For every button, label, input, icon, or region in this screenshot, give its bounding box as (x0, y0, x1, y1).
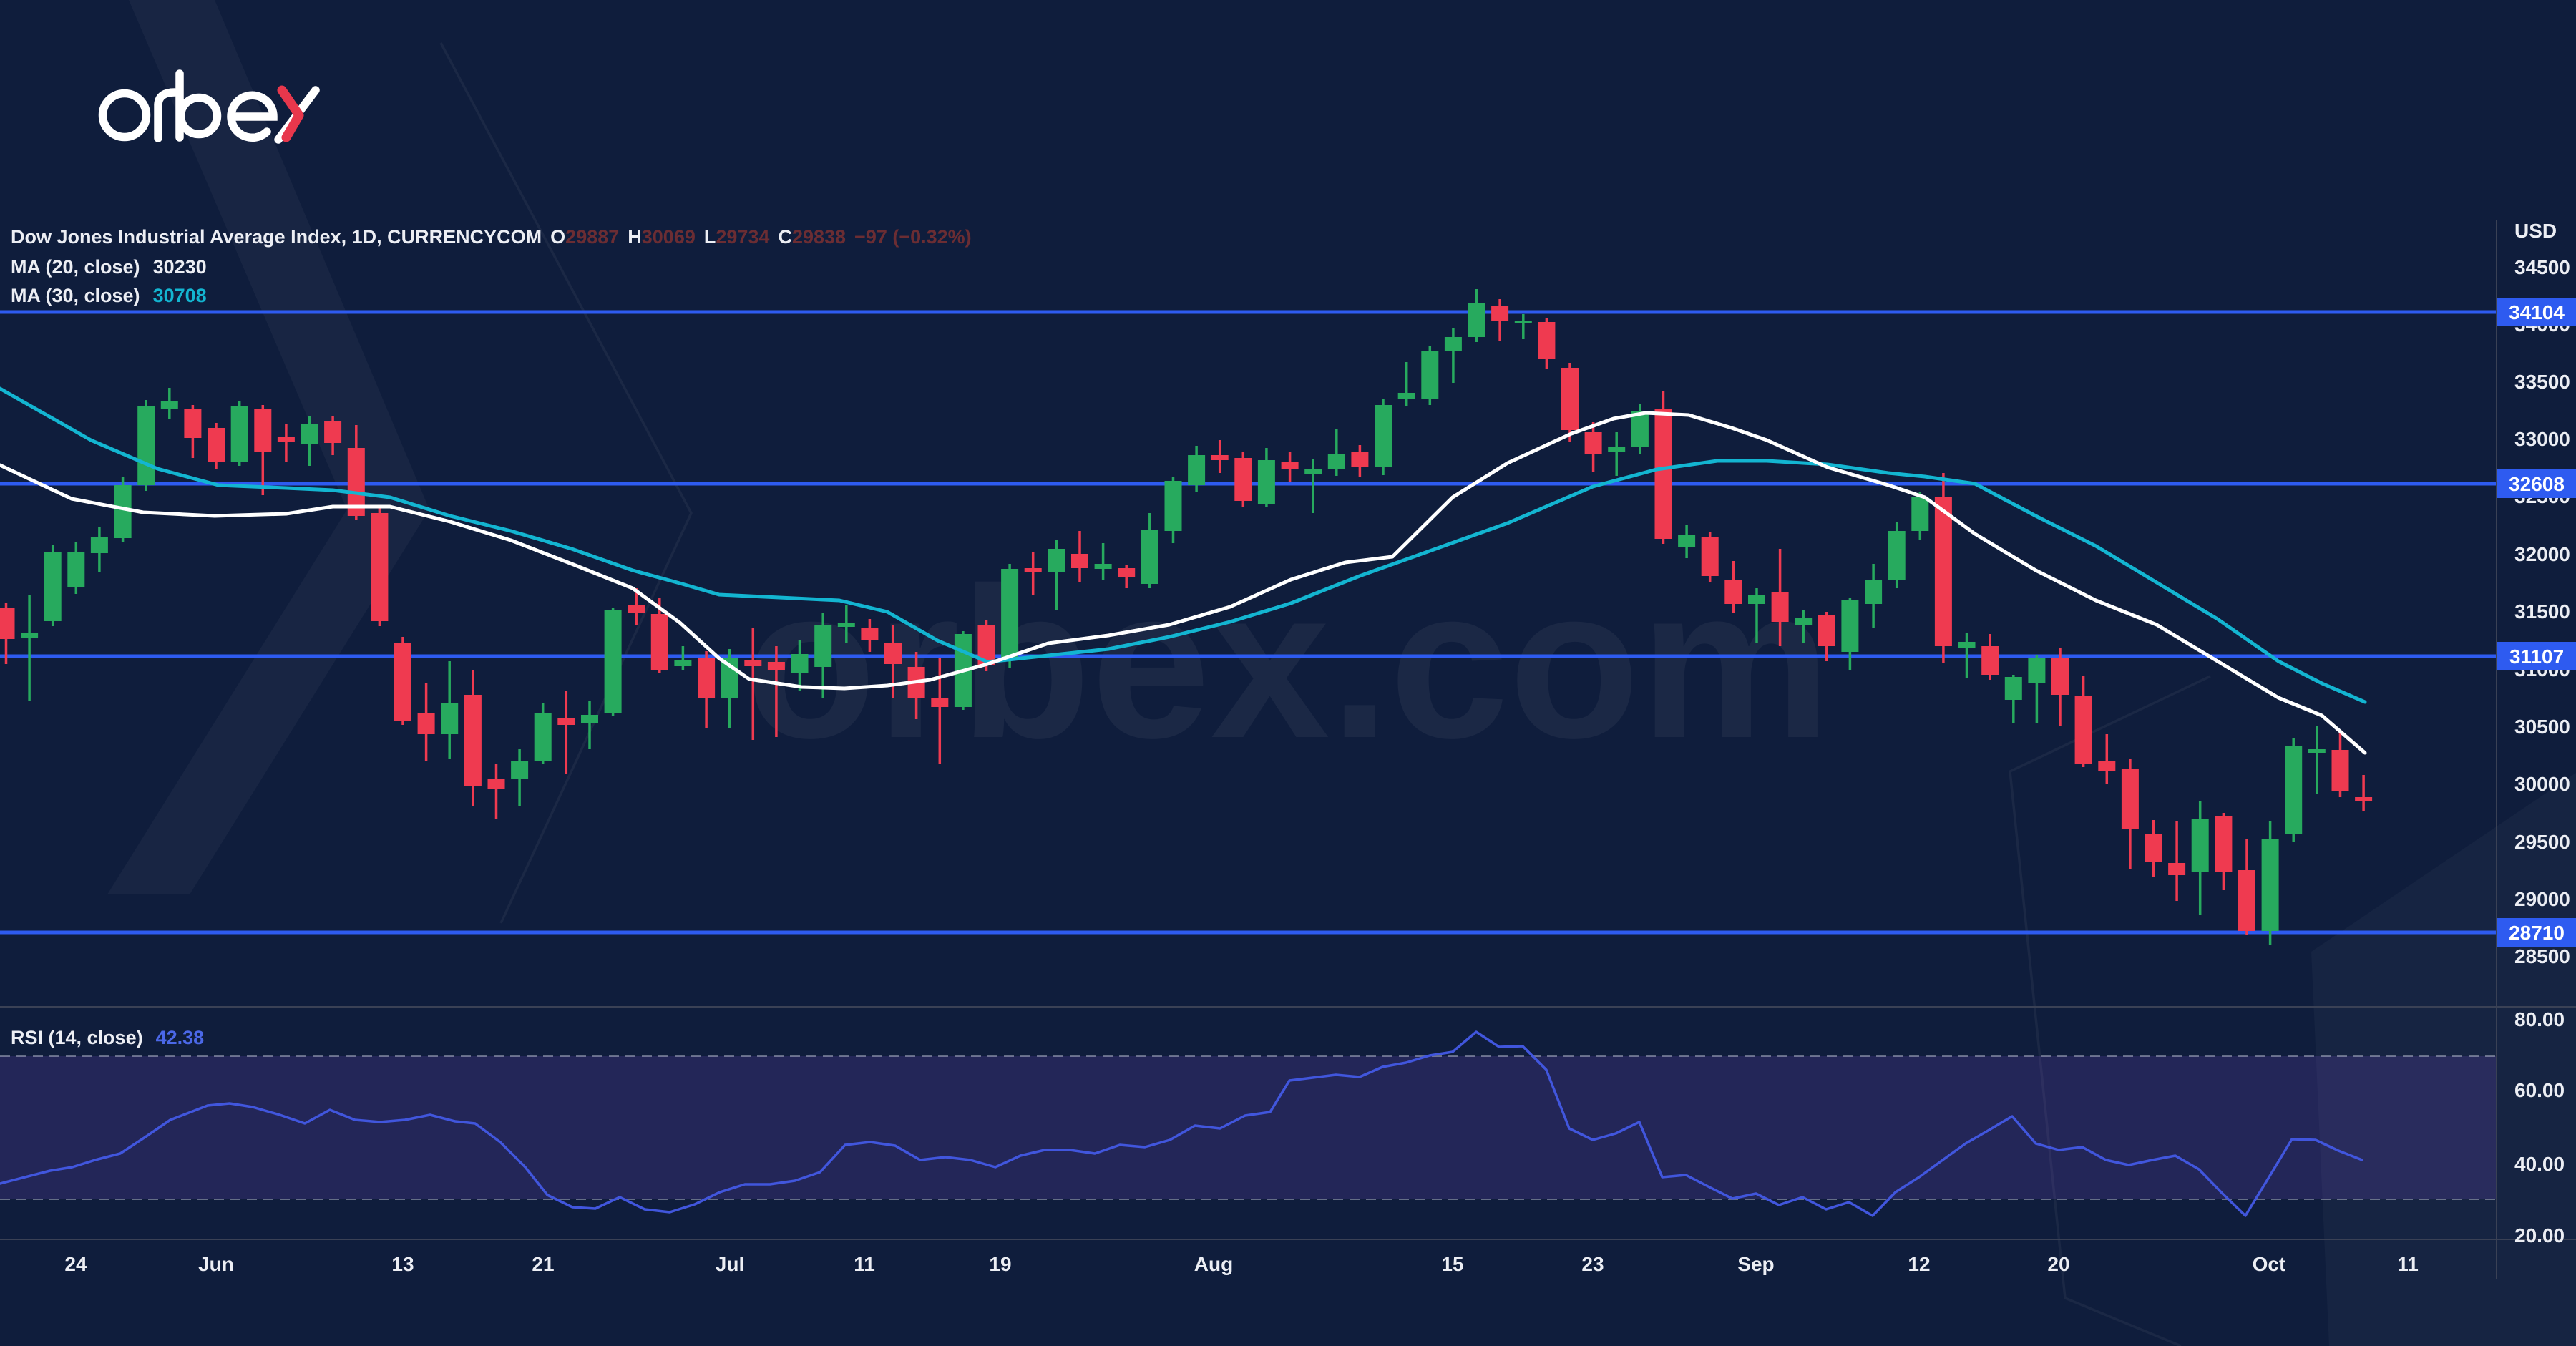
svg-text:19: 19 (989, 1253, 1011, 1275)
svg-text:31500: 31500 (2514, 600, 2570, 623)
svg-text:23: 23 (1581, 1253, 1604, 1275)
svg-text:20.00: 20.00 (2514, 1224, 2565, 1247)
svg-text:28500: 28500 (2514, 945, 2570, 967)
svg-text:28710: 28710 (2509, 922, 2565, 944)
svg-text:24: 24 (64, 1253, 87, 1275)
svg-text:Aug: Aug (1194, 1253, 1233, 1275)
svg-text:USD: USD (2514, 220, 2557, 242)
svg-text:orbex.com: orbex.com (745, 542, 1830, 783)
svg-text:30000: 30000 (2514, 773, 2570, 795)
svg-text:32000: 32000 (2514, 543, 2570, 565)
svg-text:Oct: Oct (2253, 1253, 2286, 1275)
svg-text:34500: 34500 (2514, 256, 2570, 278)
svg-text:11: 11 (854, 1253, 875, 1275)
svg-text:80.00: 80.00 (2514, 1008, 2565, 1030)
svg-text:Dow Jones Industrial Average I: Dow Jones Industrial Average Index, 1D, … (11, 226, 972, 248)
svg-text:11: 11 (2397, 1253, 2419, 1275)
svg-text:33000: 33000 (2514, 428, 2570, 450)
svg-text:12: 12 (1908, 1253, 1930, 1275)
svg-text:21: 21 (532, 1253, 554, 1275)
svg-text:13: 13 (391, 1253, 414, 1275)
svg-text:Jun: Jun (198, 1253, 234, 1275)
svg-text:15: 15 (1441, 1253, 1463, 1275)
svg-text:29500: 29500 (2514, 831, 2570, 853)
svg-text:Jul: Jul (716, 1253, 744, 1275)
svg-text:31107: 31107 (2509, 645, 2564, 668)
svg-text:29000: 29000 (2514, 888, 2570, 910)
svg-text:60.00: 60.00 (2514, 1079, 2565, 1101)
svg-text:30500: 30500 (2514, 716, 2570, 738)
svg-text:20: 20 (2047, 1253, 2069, 1275)
svg-text:33500: 33500 (2514, 371, 2570, 393)
svg-text:RSI (14, close)42.38: RSI (14, close) 42.38 (11, 1027, 204, 1048)
svg-text:32608: 32608 (2509, 473, 2565, 495)
svg-text:MA (30, close)30708: MA (30, close) 30708 (11, 285, 207, 306)
svg-text:Sep: Sep (1737, 1253, 1774, 1275)
svg-text:34104: 34104 (2509, 301, 2565, 323)
svg-text:MA (20, close)30230: MA (20, close) 30230 (11, 256, 207, 278)
svg-text:40.00: 40.00 (2514, 1153, 2565, 1175)
